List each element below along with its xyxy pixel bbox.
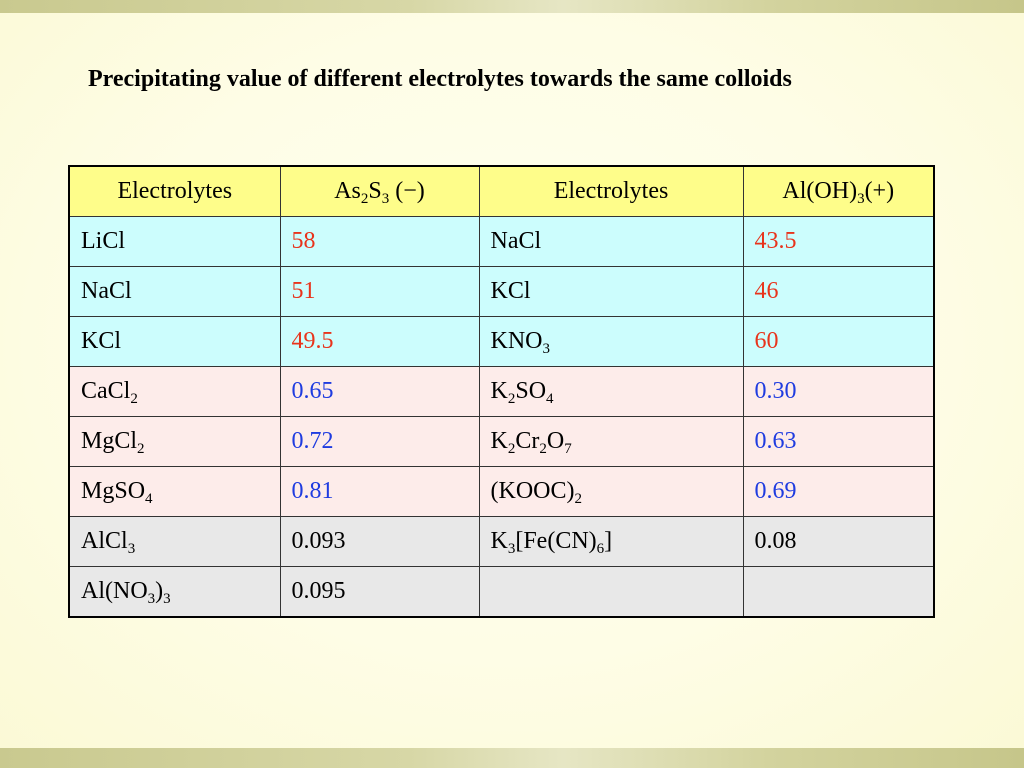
slide-title: Precipitating value of different electro…: [88, 66, 792, 92]
cell-value-aloh3: 60: [742, 316, 935, 367]
top-border-band: [0, 0, 1024, 13]
cell-value-as2s3: 58: [279, 216, 480, 267]
subscript: 7: [564, 441, 572, 457]
cell-electrolyte-anion: MgCl2: [68, 416, 281, 467]
cell-electrolyte-anion: NaCl: [68, 266, 281, 317]
subscript: 3: [857, 191, 865, 207]
cell-electrolyte-cation: K2Cr2O7: [478, 416, 744, 467]
cell-electrolyte-cation: (KOOC)2: [478, 466, 744, 517]
cell-electrolyte-anion: KCl: [68, 316, 281, 367]
table-row: MgSO4 0.81 (KOOC)2 0.69: [68, 466, 935, 517]
cell-value-aloh3: [742, 566, 935, 618]
subscript: 3: [127, 541, 136, 557]
cell-value-as2s3: 51: [279, 266, 480, 317]
table-row: AlCl3 0.093 K3[Fe(CN)6] 0.08: [68, 516, 935, 567]
cell-value-as2s3: 49.5: [279, 316, 480, 367]
subscript: 3: [381, 191, 390, 207]
subscript: 3: [147, 591, 156, 607]
table-row: MgCl2 0.72 K2Cr2O7 0.63: [68, 416, 935, 467]
cell-value-as2s3: 0.72: [279, 416, 480, 467]
subscript: 2: [130, 391, 138, 407]
cell-value-as2s3: 0.093: [279, 516, 480, 567]
table-row: CaCl2 0.65 K2SO4 0.30: [68, 366, 935, 417]
header-as2s3-sol: As2S3 (−): [279, 165, 480, 217]
cell-electrolyte-cation: K2SO4: [478, 366, 744, 417]
cell-value-aloh3: 0.63: [742, 416, 935, 467]
cell-value-aloh3: 0.69: [742, 466, 935, 517]
cell-value-aloh3: 0.08: [742, 516, 935, 567]
cell-electrolyte-anion: AlCl3: [68, 516, 281, 567]
bottom-border-band: [0, 748, 1024, 768]
cell-electrolyte-anion: MgSO4: [68, 466, 281, 517]
subscript: 4: [145, 491, 153, 507]
header-electrolytes-anion: Electrolytes: [68, 165, 281, 217]
table-row: KCl 49.5 KNO3 60: [68, 316, 935, 367]
subscript: 2: [507, 391, 516, 407]
cell-value-aloh3: 43.5: [742, 216, 935, 267]
cell-electrolyte-anion: LiCl: [68, 216, 281, 267]
cell-value-as2s3: 0.095: [279, 566, 480, 618]
subscript: 2: [137, 441, 145, 457]
cell-value-aloh3: 0.30: [742, 366, 935, 417]
header-electrolytes-cation: Electrolytes: [478, 165, 744, 217]
cell-electrolyte-cation: [478, 566, 744, 618]
subscript: 2: [507, 441, 516, 457]
subscript: 3: [507, 541, 516, 557]
subscript: 4: [546, 391, 554, 407]
subscript: 3: [163, 591, 171, 607]
cell-value-aloh3: 46: [742, 266, 935, 317]
subscript: 2: [539, 441, 547, 457]
table-row: Al(NO3)3 0.095: [68, 566, 935, 618]
cell-electrolyte-cation: KCl: [478, 266, 744, 317]
cell-electrolyte-anion: CaCl2: [68, 366, 281, 417]
cell-value-as2s3: 0.65: [279, 366, 480, 417]
cell-value-as2s3: 0.81: [279, 466, 480, 517]
table-row: LiCl 58 NaCl 43.5: [68, 216, 935, 267]
cell-electrolyte-cation: KNO3: [478, 316, 744, 367]
subscript: 2: [360, 191, 369, 207]
subscript: 6: [596, 541, 605, 557]
precipitating-value-table: Electrolytes As2S3 (−) Electrolytes Al(O…: [68, 165, 935, 618]
table-header-row: Electrolytes As2S3 (−) Electrolytes Al(O…: [68, 165, 935, 217]
cell-electrolyte-cation: K3[Fe(CN)6]: [478, 516, 744, 567]
table-row: NaCl 51 KCl 46: [68, 266, 935, 317]
cell-electrolyte-cation: NaCl: [478, 216, 744, 267]
cell-electrolyte-anion: Al(NO3)3: [68, 566, 281, 618]
subscript: 3: [542, 341, 551, 357]
header-aloh3-sol: Al(OH)3(+): [742, 165, 935, 217]
subscript: 2: [574, 491, 583, 507]
